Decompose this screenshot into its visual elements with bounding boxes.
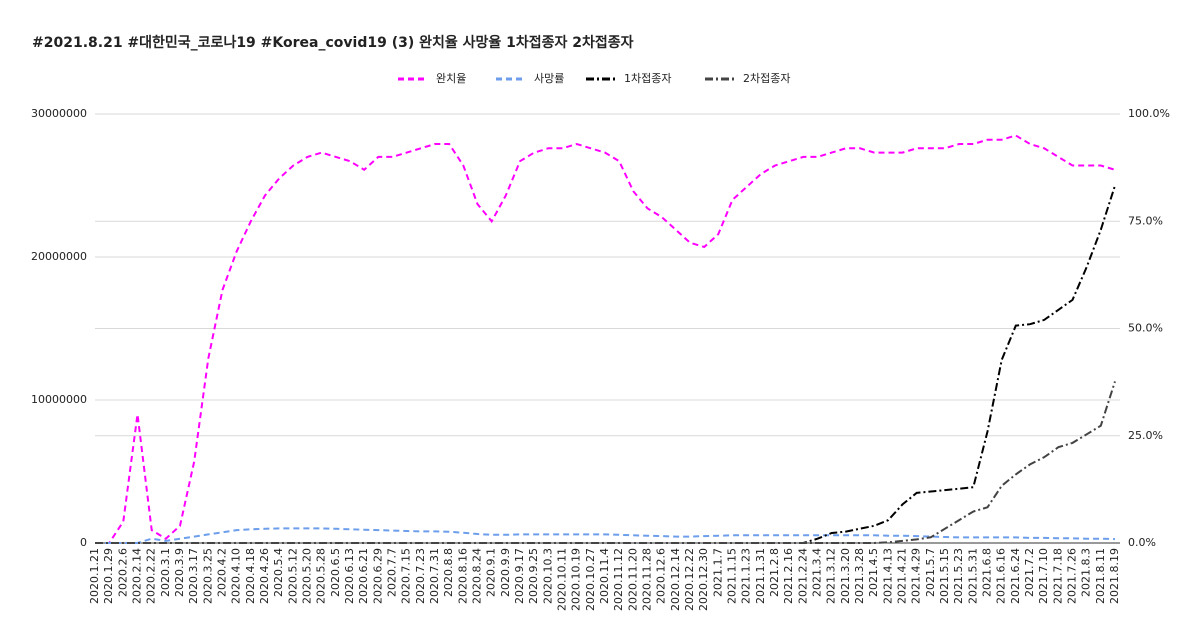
x-tick-label: 2021.8.11 [1094, 548, 1107, 604]
x-tick-label: 2020.9.1 [485, 548, 498, 597]
chart-title: #2021.8.21 #대한민국_코로나19 #Korea_covid19 (3… [32, 34, 634, 51]
y2-tick-label: 25.0% [1128, 429, 1163, 442]
x-tick-label: 2020.4.2 [216, 548, 229, 597]
y-tick-label: 30000000 [31, 107, 87, 120]
x-tick-label: 2020.6.21 [357, 548, 370, 604]
x-tick-label: 2021.5.7 [924, 548, 937, 597]
x-tick-label: 2020.4.10 [230, 548, 243, 604]
x-tick-label: 2021.6.8 [981, 548, 994, 597]
x-tick-label: 2021.1.7 [711, 548, 724, 597]
series-line [95, 134, 1116, 544]
x-tick-label: 2020.8.24 [471, 548, 484, 604]
x-tick-label: 2020.3.9 [173, 548, 186, 597]
x-tick-label: 2021.3.4 [811, 548, 824, 597]
x-tick-label: 2020.10.11 [556, 548, 569, 611]
x-tick-label: 2020.7.31 [428, 548, 441, 604]
x-tick-label: 2020.7.23 [414, 548, 427, 604]
x-tick-label: 2021.7.2 [1023, 548, 1036, 597]
x-tick-label: 2021.1.31 [754, 548, 767, 604]
x-tick-label: 2020.11.20 [626, 548, 639, 611]
x-tick-label: 2021.4.5 [867, 548, 880, 597]
y2-tick-label: 0.0% [1128, 536, 1156, 549]
x-tick-label: 2020.1.21 [88, 548, 101, 604]
x-tick-label: 2021.1.23 [740, 548, 753, 604]
x-tick-label: 2020.8.16 [456, 548, 469, 604]
x-tick-label: 2020.9.9 [499, 548, 512, 597]
series-line [95, 527, 1116, 544]
x-tick-label: 2020.6.13 [343, 548, 356, 604]
legend-label: 2차접종자 [743, 72, 790, 85]
x-tick-label: 2021.6.24 [1009, 548, 1022, 604]
y-tick-label: 20000000 [31, 250, 87, 263]
x-tick-label: 2020.9.17 [513, 548, 526, 604]
x-tick-label: 2021.2.16 [782, 548, 795, 604]
x-tick-label: 2020.10.27 [584, 548, 597, 611]
x-tick-label: 2020.2.6 [116, 548, 129, 597]
x-tick-label: 2020.10.19 [570, 548, 583, 611]
x-tick-label: 2020.10.3 [541, 548, 554, 604]
x-tick-label: 2021.4.29 [910, 548, 923, 604]
x-tick-label: 2020.4.26 [258, 548, 271, 604]
x-tick-label: 2021.5.23 [952, 548, 965, 604]
y-tick-label: 0 [80, 536, 87, 549]
x-tick-label: 2020.3.1 [159, 548, 172, 597]
x-tick-label: 2020.7.7 [386, 548, 399, 597]
x-tick-label: 2021.3.28 [853, 548, 866, 604]
x-tick-label: 2020.12.14 [669, 548, 682, 611]
x-tick-label: 2021.5.15 [938, 548, 951, 604]
x-tick-label: 2020.6.29 [371, 548, 384, 604]
series-line [95, 381, 1116, 544]
x-tick-label: 2020.11.12 [612, 548, 625, 611]
x-tick-label: 2021.8.3 [1080, 548, 1093, 597]
x-tick-label: 2020.5.28 [315, 548, 328, 604]
x-tick-label: 2020.5.12 [286, 548, 299, 604]
x-tick-label: 2021.3.12 [825, 548, 838, 604]
x-tick-label: 2021.4.13 [881, 548, 894, 604]
x-tick-label: 2020.7.15 [400, 548, 413, 604]
x-tick-label: 2021.6.16 [995, 548, 1008, 604]
x-tick-label: 2021.4.21 [896, 548, 909, 604]
x-tick-label: 2020.12.30 [697, 548, 710, 611]
x-tick-label: 2021.8.19 [1108, 548, 1121, 604]
x-tick-label: 2020.6.5 [329, 548, 342, 597]
x-tick-label: 2021.5.31 [966, 548, 979, 604]
x-tick-label: 2020.2.14 [131, 548, 144, 604]
y-tick-label: 10000000 [31, 393, 87, 406]
y2-tick-label: 50.0% [1128, 322, 1163, 335]
x-tick-label: 2021.7.18 [1051, 548, 1064, 604]
x-tick-label: 2020.12.22 [683, 548, 696, 611]
x-tick-label: 2020.3.17 [187, 548, 200, 604]
y2-tick-label: 100.0% [1128, 107, 1170, 120]
legend-label: 1차접종자 [624, 72, 671, 85]
x-tick-label: 2021.2.24 [796, 548, 809, 604]
legend-label: 사망률 [534, 72, 564, 85]
x-tick-label: 2021.1.15 [726, 548, 739, 604]
x-tick-label: 2020.8.8 [442, 548, 455, 597]
series-line [95, 185, 1116, 544]
x-tick-label: 2020.9.25 [527, 548, 540, 604]
legend-label: 완치율 [436, 72, 466, 85]
x-tick-label: 2020.1.29 [102, 548, 115, 604]
x-tick-label: 2020.5.20 [301, 548, 314, 604]
x-tick-label: 2020.2.22 [145, 548, 158, 604]
x-tick-label: 2021.7.10 [1037, 548, 1050, 604]
y2-tick-label: 75.0% [1128, 214, 1163, 227]
x-tick-label: 2020.11.4 [598, 548, 611, 604]
x-tick-label: 2020.5.4 [272, 548, 285, 597]
x-tick-label: 2020.11.28 [641, 548, 654, 611]
x-tick-label: 2020.12.6 [655, 548, 668, 604]
x-tick-label: 2021.7.26 [1066, 548, 1079, 604]
x-tick-label: 2021.3.20 [839, 548, 852, 604]
x-tick-label: 2020.3.25 [201, 548, 214, 604]
x-tick-label: 2021.2.8 [768, 548, 781, 597]
x-tick-label: 2020.4.18 [244, 548, 257, 604]
